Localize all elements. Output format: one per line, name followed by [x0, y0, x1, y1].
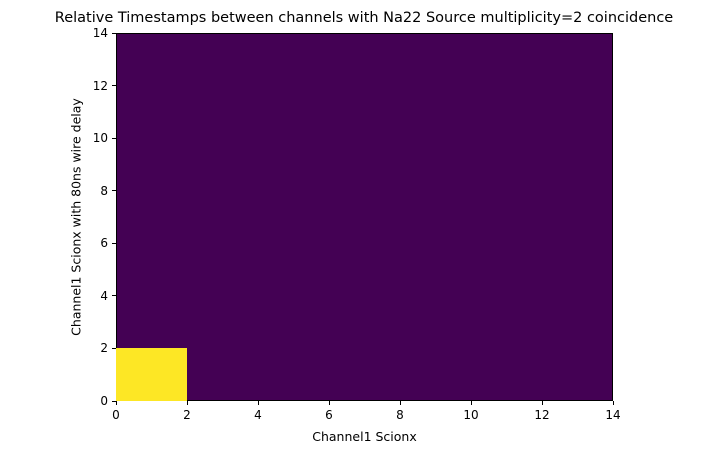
x-tick	[612, 401, 614, 405]
x-tick	[186, 401, 188, 405]
y-tick-label: 8	[100, 183, 108, 198]
y-tick	[112, 295, 116, 297]
y-tick-label: 14	[92, 26, 108, 40]
x-tick-label: 2	[183, 408, 191, 422]
y-tick	[112, 400, 116, 402]
y-tick	[112, 85, 116, 87]
heatmap-plot-area	[116, 33, 613, 401]
x-tick-label: 4	[254, 408, 262, 422]
x-tick	[328, 401, 330, 405]
y-tick	[112, 242, 116, 244]
x-tick-label: 14	[605, 408, 621, 422]
y-axis-label: Channel1 Scionx with 80ns wire delay	[68, 98, 84, 336]
x-tick	[257, 401, 259, 405]
y-tick-label: 10	[92, 131, 108, 146]
x-axis-label: Channel1 Scionx	[312, 429, 417, 444]
chart-title: Relative Timestamps between channels wit…	[54, 10, 674, 26]
y-tick-label: 0	[100, 394, 108, 408]
x-tick-label: 8	[396, 408, 404, 422]
y-tick	[112, 32, 116, 34]
y-tick	[112, 347, 116, 349]
heatmap-cell	[116, 348, 187, 401]
x-tick	[470, 401, 472, 405]
x-tick-label: 0	[112, 408, 120, 422]
x-tick-label: 12	[534, 408, 550, 422]
x-tick	[399, 401, 401, 405]
y-tick	[112, 137, 116, 139]
y-tick-label: 12	[92, 78, 108, 93]
y-tick-label: 2	[100, 341, 108, 356]
y-tick	[112, 190, 116, 192]
x-tick	[541, 401, 543, 405]
y-tick-label: 4	[100, 288, 108, 303]
x-tick	[115, 401, 117, 405]
x-tick-label: 6	[325, 408, 333, 422]
y-tick-label: 6	[100, 236, 108, 251]
x-tick-label: 10	[463, 408, 479, 422]
